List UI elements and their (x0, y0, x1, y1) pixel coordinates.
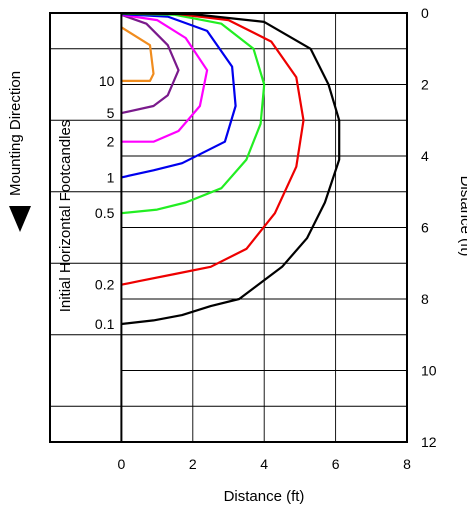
y-axis-label: Distance (ft) (457, 176, 467, 257)
mounting-direction-arrow-icon (9, 206, 31, 232)
mounting-direction-label: Mounting Direction (7, 71, 24, 196)
x-tick-label-0: 0 (118, 456, 126, 472)
contour-line-0.5 (121, 12, 266, 215)
tick-layer: 0 2 4 6 8 0 2 4 6 8 10 12 (118, 5, 437, 472)
y-tick-label-10: 10 (421, 363, 437, 379)
contour-line-10 (120, 26, 155, 82)
y-tick-label-8: 8 (421, 291, 429, 307)
x-tick-label-6: 6 (332, 456, 340, 472)
y-tick-label-12: 12 (421, 434, 437, 450)
x-axis-label: Distance (ft) (224, 488, 305, 505)
plot-frame (49, 12, 408, 443)
contour-label-layer: 10 5 2 1 0.5 0.2 0.1 (95, 73, 115, 332)
contour-line-2 (121, 13, 209, 143)
contour-label-0.1: 0.1 (95, 316, 115, 332)
contour-line-1 (121, 13, 237, 179)
contour-label-10: 10 (99, 73, 115, 89)
grid-layer (50, 13, 407, 442)
footcandle-axis-label: Initial Horizontal Footcandles (57, 120, 74, 313)
contour-line-5 (121, 13, 180, 115)
y-tick-label-0: 0 (421, 5, 429, 21)
series-layer (120, 12, 341, 326)
contour-line-0.2 (121, 12, 305, 286)
contour-label-1: 1 (107, 169, 115, 185)
x-tick-label-8: 8 (403, 456, 411, 472)
contour-label-2: 2 (107, 134, 115, 150)
x-tick-label-4: 4 (260, 456, 268, 472)
x-tick-label-2: 2 (189, 456, 197, 472)
frame-layer (49, 12, 408, 443)
contour-label-0.5: 0.5 (95, 205, 115, 221)
contour-line-0.1 (121, 12, 341, 326)
y-tick-label-4: 4 (421, 148, 429, 164)
contour-label-0.2: 0.2 (95, 277, 115, 293)
y-tick-label-2: 2 (421, 77, 429, 93)
y-tick-label-6: 6 (421, 220, 429, 236)
contour-label-5: 5 (107, 105, 115, 121)
